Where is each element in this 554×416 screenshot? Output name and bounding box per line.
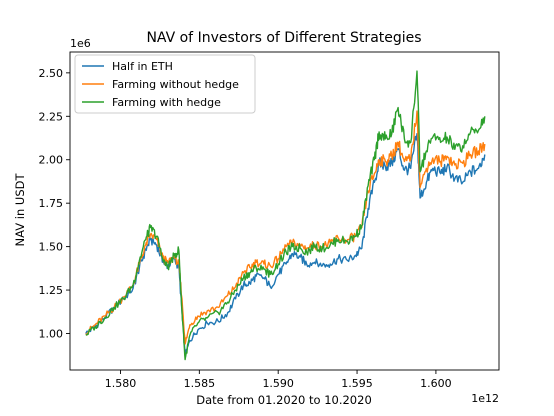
y-tick-label: 1.25 <box>39 284 64 297</box>
legend: Half in ETH Farming without hedge Farmin… <box>74 54 256 114</box>
y-tick-label: 2.50 <box>39 67 64 80</box>
y-tick-label: 1.75 <box>39 197 64 210</box>
chart-title: NAV of Investors of Different Strategies <box>146 30 421 46</box>
x-tick-label: 1.590 <box>262 377 294 390</box>
x-axis-offset-label: 1e12 <box>471 392 499 405</box>
x-tick-label: 1.580 <box>105 377 137 390</box>
y-axis-offset-label: 1e6 <box>70 37 91 50</box>
y-tick-label: 2.25 <box>39 110 64 123</box>
y-axis-label: NAV in USDT <box>13 173 27 247</box>
legend-label-farming-without-hedge: Farming without hedge <box>112 78 239 91</box>
x-tick-label: 1.595 <box>341 377 373 390</box>
y-tick-label: 1.50 <box>39 241 64 254</box>
legend-label-farming-with-hedge: Farming with hedge <box>112 96 221 109</box>
x-tick-label: 1.585 <box>184 377 216 390</box>
y-tick-label: 2.00 <box>39 154 64 167</box>
legend-label-half-in-eth: Half in ETH <box>112 60 173 73</box>
axes: 1.580 1.585 1.590 1.595 1.600 1.00 1.25 1.50 1.7… <box>39 51 500 390</box>
legend-frame <box>74 54 256 114</box>
axes-frame <box>69 51 500 371</box>
y-tick-label: 1.00 <box>39 328 64 341</box>
plot-area <box>85 70 486 361</box>
series-line-farming-with-hedge <box>85 70 486 361</box>
x-tick-label: 1.600 <box>420 377 452 390</box>
x-axis-label: Date from 01.2020 to 10.2020 <box>196 393 372 407</box>
